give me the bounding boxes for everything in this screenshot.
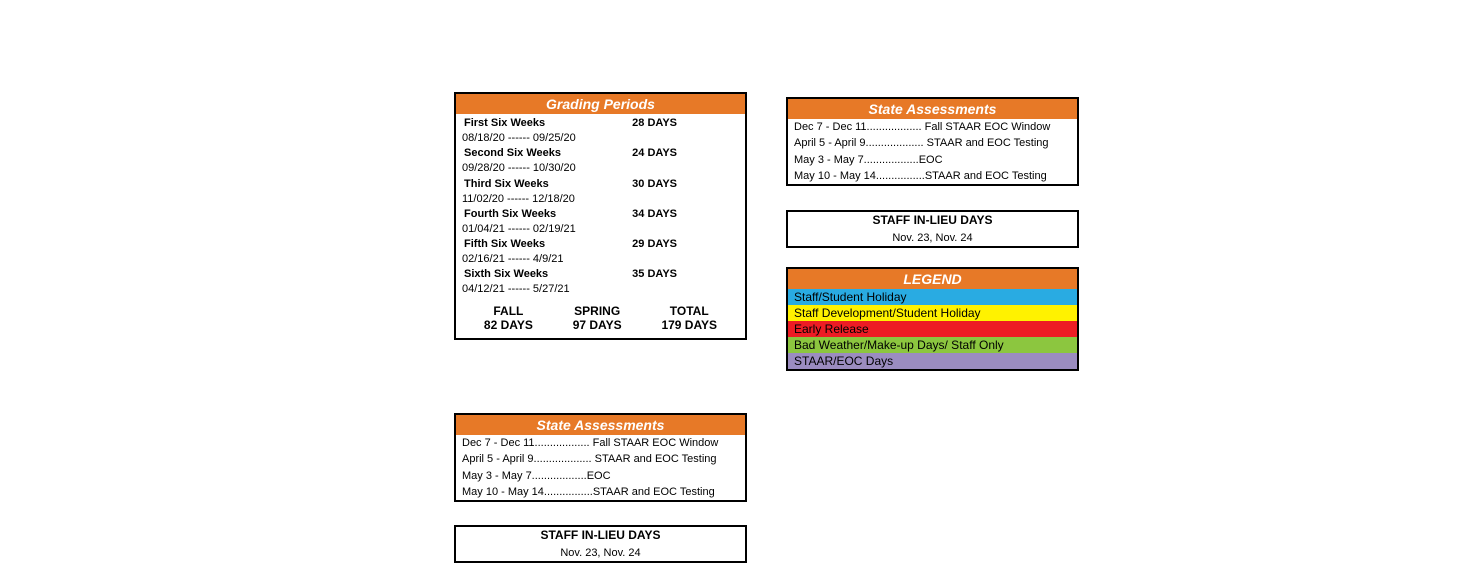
- gp-days: 30 DAYS: [632, 178, 737, 190]
- fall-label: FALL: [484, 304, 533, 318]
- state-assessments-title: State Assessments: [456, 415, 745, 435]
- gp-name: Fifth Six Weeks: [464, 238, 545, 250]
- staff-in-lieu-title: STAFF IN-LIEU DAYS: [788, 212, 1077, 230]
- sa-item: May 10 - May 14................STAAR and…: [788, 168, 1077, 184]
- gp-name: Fourth Six Weeks: [464, 208, 556, 220]
- gp-range: 02/16/21 ------ 4/9/21: [462, 253, 564, 265]
- gp-range: 09/28/20 ------ 10/30/20: [462, 162, 576, 174]
- spring-label: SPRING: [573, 304, 622, 318]
- gp-name: First Six Weeks: [464, 117, 545, 129]
- legend-item: STAAR/EOC Days: [788, 353, 1077, 369]
- sa-item: May 3 - May 7..................EOC: [456, 468, 745, 484]
- total-label: TOTAL: [661, 304, 717, 318]
- gp-name: Third Six Weeks: [464, 178, 549, 190]
- state-assessments-box-col1: State Assessments Dec 7 - Dec 11........…: [454, 413, 747, 502]
- total-days: 179 DAYS: [661, 318, 717, 332]
- grading-periods-box: Grading Periods First Six Weeks 28 DAYS 0…: [454, 92, 747, 340]
- sa-item: April 5 - April 9................... STA…: [456, 451, 745, 467]
- staff-in-lieu-dates: Nov. 23, Nov. 24: [788, 230, 1077, 246]
- legend-box: LEGEND Staff/Student Holiday Staff Devel…: [786, 267, 1079, 371]
- staff-in-lieu-title: STAFF IN-LIEU DAYS: [456, 527, 745, 545]
- gp-range: 01/04/21 ------ 02/19/21: [462, 223, 576, 235]
- grading-summary: FALL82 DAYS SPRING97 DAYS TOTAL179 DAYS: [456, 298, 745, 336]
- gp-days: 35 DAYS: [632, 268, 737, 280]
- sa-item: Dec 7 - Dec 11.................. Fall ST…: [788, 119, 1077, 135]
- legend-item: Staff Development/Student Holiday: [788, 305, 1077, 321]
- grading-periods-body: First Six Weeks 28 DAYS 08/18/20 ------ 0…: [456, 114, 745, 338]
- state-assessments-box-col2: State Assessments Dec 7 - Dec 11........…: [786, 97, 1079, 186]
- gp-days: 29 DAYS: [632, 238, 737, 250]
- sa-item: May 10 - May 14................STAAR and…: [456, 484, 745, 500]
- gp-name: Second Six Weeks: [464, 147, 561, 159]
- legend-item: Bad Weather/Make-up Days/ Staff Only: [788, 337, 1077, 353]
- grading-periods-title: Grading Periods: [456, 94, 745, 114]
- gp-range: 04/12/21 ------ 5/27/21: [462, 283, 570, 295]
- staff-in-lieu-box-col1: STAFF IN-LIEU DAYS Nov. 23, Nov. 24: [454, 525, 747, 563]
- sa-item: May 3 - May 7..................EOC: [788, 152, 1077, 168]
- gp-days: 28 DAYS: [632, 117, 737, 129]
- legend-item: Staff/Student Holiday: [788, 289, 1077, 305]
- staff-in-lieu-box-col2: STAFF IN-LIEU DAYS Nov. 23, Nov. 24: [786, 210, 1079, 248]
- legend-title: LEGEND: [788, 269, 1077, 289]
- state-assessments-title: State Assessments: [788, 99, 1077, 119]
- sa-item: April 5 - April 9................... STA…: [788, 135, 1077, 151]
- sa-item: Dec 7 - Dec 11.................. Fall ST…: [456, 435, 745, 451]
- gp-range: 08/18/20 ------ 09/25/20: [462, 132, 576, 144]
- gp-range: 11/02/20 ------ 12/18/20: [462, 193, 575, 205]
- legend-item: Early Release: [788, 321, 1077, 337]
- gp-name: Sixth Six Weeks: [464, 268, 548, 280]
- staff-in-lieu-dates: Nov. 23, Nov. 24: [456, 545, 745, 561]
- gp-days: 34 DAYS: [632, 208, 737, 220]
- fall-days: 82 DAYS: [484, 318, 533, 332]
- spring-days: 97 DAYS: [573, 318, 622, 332]
- gp-days: 24 DAYS: [632, 147, 737, 159]
